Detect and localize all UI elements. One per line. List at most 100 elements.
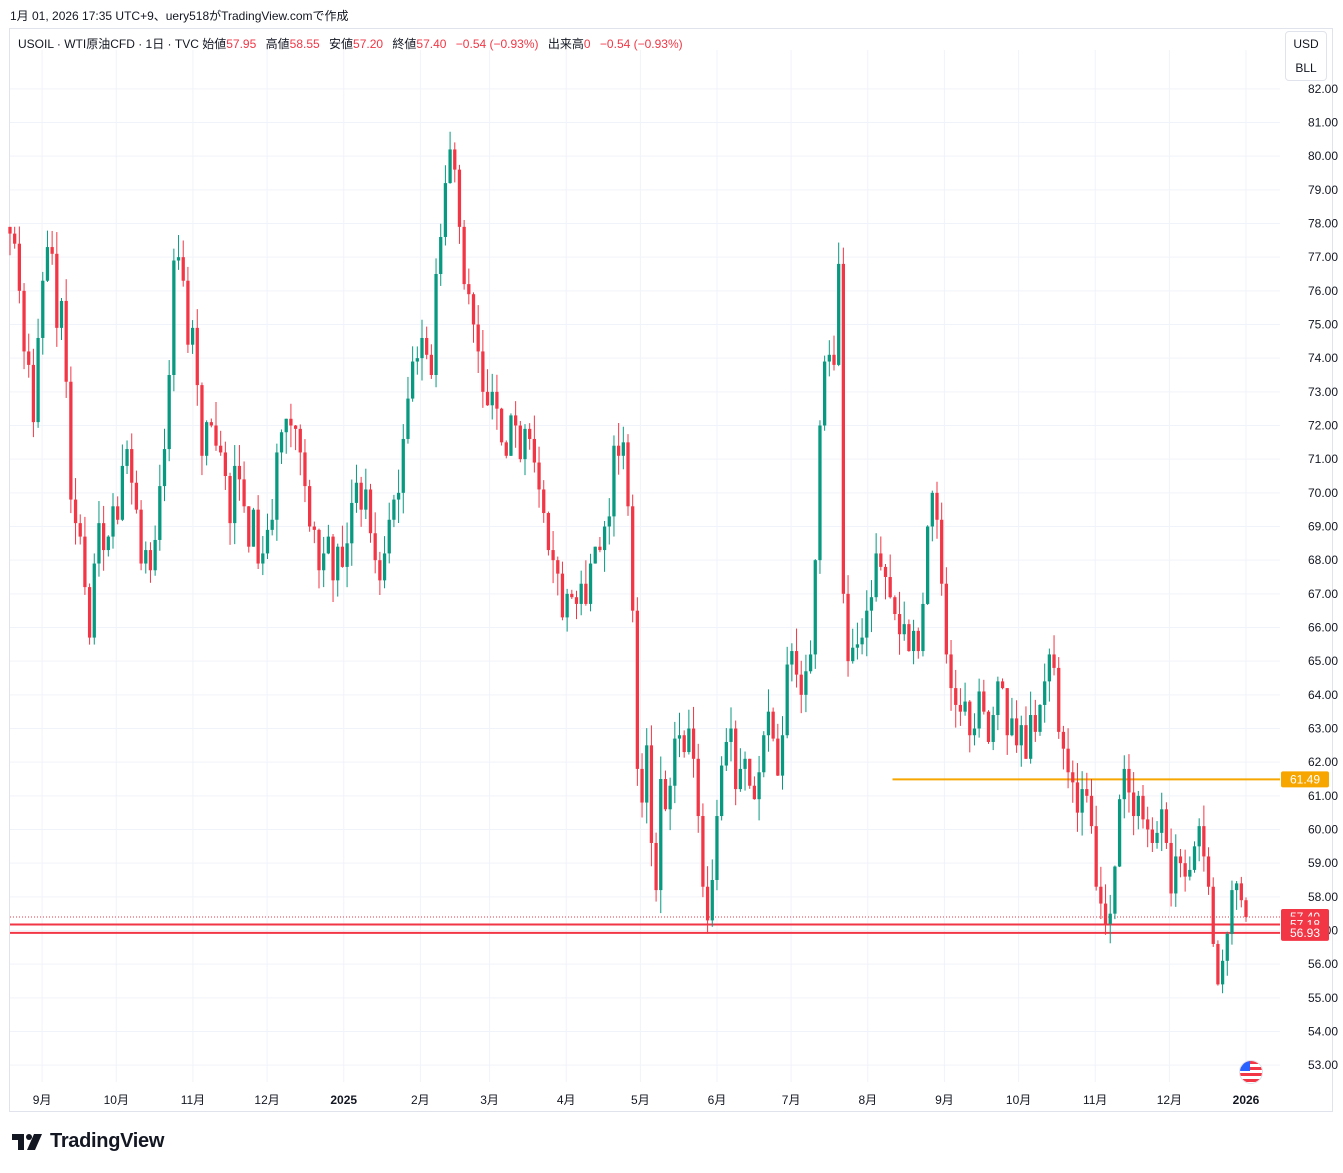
candle-body xyxy=(200,385,204,456)
x-tick-label: 7月 xyxy=(782,1093,801,1107)
candle-body xyxy=(359,482,363,510)
candle-body xyxy=(827,354,831,362)
candle-body xyxy=(1230,890,1234,934)
y-tick-label: 67.00 xyxy=(1308,587,1338,601)
tradingview-brand: TradingView xyxy=(50,1130,165,1152)
candle-body xyxy=(78,523,82,537)
y-tick-label: 79.00 xyxy=(1308,183,1338,197)
y-tick-label: 76.00 xyxy=(1308,284,1338,298)
candle-body xyxy=(607,516,611,527)
us-flag-icon[interactable] xyxy=(1239,1060,1263,1084)
candle-body xyxy=(1117,799,1122,867)
price-axis[interactable]: 53.0054.0055.0056.0057.0058.0059.0060.00… xyxy=(1308,82,1338,1072)
candle-body xyxy=(682,735,686,753)
candle-body xyxy=(1038,704,1042,732)
candle-body xyxy=(434,274,438,375)
time-axis[interactable]: 9月 10月 11月 12月 2025 2月 3月 4月 5月 6月 7月 8月 9月 10月 11月 12月… xyxy=(33,1093,1260,1107)
candle-body xyxy=(345,543,349,567)
candle-body xyxy=(523,428,527,460)
candle-body xyxy=(855,644,860,648)
x-tick-label: 10月 xyxy=(104,1093,129,1107)
candle-body xyxy=(209,422,213,426)
candle-body xyxy=(92,563,96,638)
candle-body xyxy=(1057,667,1061,732)
candle-body xyxy=(1127,768,1131,793)
candle-body xyxy=(949,654,953,689)
candle-body xyxy=(1234,883,1239,891)
candle-body xyxy=(233,465,237,524)
candle-body xyxy=(36,337,40,423)
candle-body xyxy=(729,728,733,742)
y-tick-label: 59.00 xyxy=(1308,856,1338,870)
candle-body xyxy=(467,284,471,295)
candle-body xyxy=(453,149,457,170)
candle-body xyxy=(719,765,724,817)
y-tick-label: 74.00 xyxy=(1308,351,1338,365)
candle-body xyxy=(270,519,274,530)
candle-body xyxy=(439,236,443,274)
candle-body xyxy=(972,728,977,736)
candle-body xyxy=(116,506,120,520)
candle-body xyxy=(485,391,490,406)
candle-body xyxy=(687,728,691,753)
candle-body xyxy=(139,509,143,564)
candle-body xyxy=(963,701,967,712)
candle-body xyxy=(869,597,874,611)
close-value: 57.40 xyxy=(416,37,447,51)
low-value: 57.20 xyxy=(353,37,384,51)
candle-body xyxy=(645,745,649,803)
candle-body xyxy=(64,300,68,382)
currency-unit-selector[interactable]: USD BLL xyxy=(1285,31,1327,81)
candle-body xyxy=(879,553,883,567)
tradingview-logo[interactable]: TradingView xyxy=(12,1130,164,1153)
candle-body xyxy=(256,509,260,564)
candle-body xyxy=(1150,829,1155,843)
candle-body xyxy=(1000,681,1005,689)
candle-body xyxy=(481,351,485,392)
candle-body xyxy=(293,425,298,429)
candle-body xyxy=(172,260,176,375)
y-tick-label: 68.00 xyxy=(1308,553,1338,567)
candle-body xyxy=(916,630,920,652)
y-tick-label: 55.00 xyxy=(1308,991,1338,1005)
x-tick-label: 11月 xyxy=(181,1093,205,1107)
chart-frame[interactable] xyxy=(9,28,1333,1112)
unit-label[interactable]: BLL xyxy=(1295,61,1317,75)
x-tick-label: 5月 xyxy=(631,1093,650,1107)
open-label: 始値 xyxy=(202,37,227,51)
candle-body xyxy=(640,768,644,803)
candle-body xyxy=(888,577,892,598)
candle-body xyxy=(410,361,415,399)
candle-body xyxy=(204,422,209,456)
candle-body xyxy=(893,597,897,615)
candle-body xyxy=(1014,718,1019,746)
currency-label[interactable]: USD xyxy=(1293,37,1319,51)
candle-body xyxy=(696,758,700,817)
candles xyxy=(8,131,1248,994)
candle-body xyxy=(167,375,171,450)
candle-body xyxy=(1244,900,1248,918)
candle-body xyxy=(1033,715,1037,732)
x-tick-label: 4月 xyxy=(557,1093,576,1107)
candle-body xyxy=(1061,731,1066,749)
candle-body xyxy=(471,294,476,325)
symbol-name[interactable]: USOIL · WTI原油CFD · 1日 · TVC xyxy=(18,37,199,51)
candle-body xyxy=(298,428,302,453)
candle-body xyxy=(247,506,251,547)
candle-body xyxy=(41,280,45,338)
candle-body xyxy=(883,566,888,577)
candle-body xyxy=(982,691,986,712)
candle-body xyxy=(551,550,555,561)
candle-body xyxy=(734,728,738,790)
candle-body xyxy=(1183,863,1187,877)
candle-body xyxy=(996,681,1000,716)
candle-body xyxy=(785,664,789,736)
candle-body xyxy=(579,583,583,604)
close-label: 終値 xyxy=(392,37,417,51)
candle-body xyxy=(542,489,546,514)
candle-body xyxy=(1239,883,1243,901)
candle-body xyxy=(925,526,930,604)
candle-body xyxy=(1019,725,1023,746)
candle-body xyxy=(1010,718,1014,736)
